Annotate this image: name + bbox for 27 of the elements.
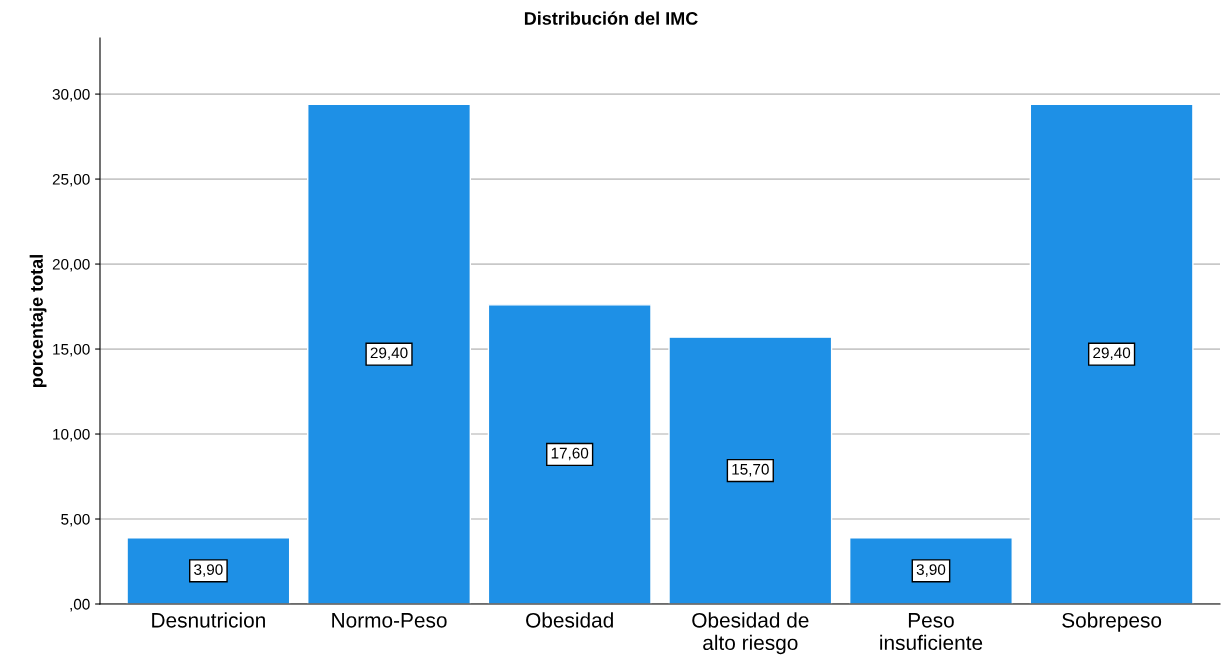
data-label: 3,90 <box>916 564 946 577</box>
chart-title: Distribución del IMC <box>524 11 698 25</box>
x-tick-label: Desnutricion <box>152 612 265 628</box>
y-tick-label: ,00 <box>70 598 90 612</box>
bar <box>1029 103 1194 604</box>
bar <box>668 336 833 604</box>
y-tick-label: 10,00 <box>53 428 90 442</box>
y-tick-label: 30,00 <box>52 88 90 102</box>
data-label: 15,70 <box>732 463 769 477</box>
y-tick-label: 25,00 <box>52 173 90 187</box>
bar <box>487 304 652 604</box>
y-tick-label: 20,00 <box>52 258 90 272</box>
x-tick-label: Obesidad <box>526 612 613 628</box>
data-label: 29,40 <box>1093 347 1131 361</box>
y-axis-title: porcentaje total <box>29 255 47 388</box>
x-tick-label: Normo-Peso <box>332 613 447 628</box>
y-tick-label: 5,00 <box>61 513 90 527</box>
x-tick-label: Peso insuficiente <box>880 613 983 651</box>
bar <box>307 103 472 604</box>
x-tick-label: Sobrepeso <box>1062 612 1162 632</box>
bar <box>126 537 291 604</box>
y-tick-label: 15,00 <box>53 343 90 357</box>
bar <box>848 537 1013 604</box>
data-label: 29,40 <box>370 347 408 361</box>
data-label: 17,60 <box>551 447 589 461</box>
x-tick-label: Obesidad de alto riesgo <box>692 612 809 655</box>
data-label: 3,90 <box>194 564 223 577</box>
